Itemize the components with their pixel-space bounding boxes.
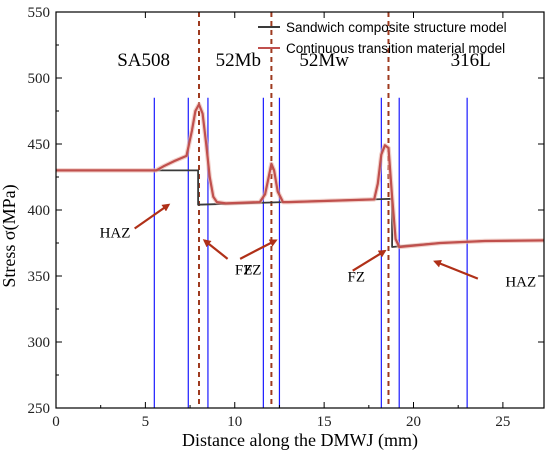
x-axis-label: Distance along the DMWJ (mm) [182, 430, 418, 451]
y-tick-label: 450 [28, 137, 51, 153]
annotation-arrow [352, 249, 387, 272]
axes: 0 5 10 15 20 25 250 300 350 400 450 500 550 [28, 5, 545, 430]
y-tick-label: 500 [28, 71, 51, 87]
x-tick-label: 0 [52, 414, 60, 430]
x-tick-label: 25 [495, 414, 510, 430]
annotation-label: FZ [235, 263, 253, 279]
plot-frame [55, 11, 545, 409]
annotation-label: FZ [244, 263, 262, 279]
legend: Sandwich composite structure model Contin… [258, 20, 507, 56]
annotation-arrow [239, 239, 278, 260]
y-tick-label: 350 [28, 269, 51, 285]
region-label: 52Mw [299, 50, 349, 71]
annotation-label: HAZ [505, 275, 536, 291]
y-tick-label: 550 [28, 5, 51, 21]
y-tick-label: 300 [28, 335, 51, 351]
y-tick-label: 400 [28, 203, 51, 219]
annotation-label: HAZ [100, 226, 131, 242]
region-label: 52Mb [216, 50, 261, 71]
y-axis-label: Stress σ(MPa) [0, 184, 20, 287]
x-tick-label: 15 [317, 414, 332, 430]
x-tick-label: 5 [142, 414, 150, 430]
y-tick-label: 250 [28, 401, 51, 417]
legend-label: Sandwich composite structure model [286, 20, 507, 35]
region-label: SA508 [117, 50, 170, 71]
region-label: 316L [451, 50, 491, 71]
annotation-arrow [202, 239, 229, 260]
x-tick-label: 20 [406, 414, 421, 430]
annotation-arrow [134, 203, 171, 230]
series-line [56, 103, 544, 249]
annotation-label: FZ [348, 269, 366, 285]
annotation-arrow [433, 259, 479, 280]
legend-label: Continuous transition material model [286, 41, 505, 56]
x-tick-label: 10 [227, 414, 242, 430]
